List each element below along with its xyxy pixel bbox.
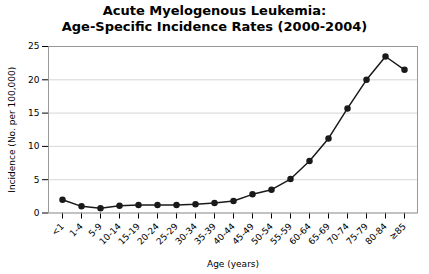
svg-text:1-4: 1-4 [67,221,85,239]
svg-text:70-74: 70-74 [325,220,351,247]
svg-text:10-14: 10-14 [97,220,123,247]
html-text:Acute Myelogenous Leukemia: Ag: Acute Myelogenous Leukemia: Age-Specific… [61,3,368,35]
svg-text:15: 15 [28,107,39,117]
svg-text:Incidence (No. per 100,000): Incidence (No. per 100,000) [7,66,17,192]
svg-text:25: 25 [28,41,39,51]
svg-text:25-29: 25-29 [154,220,180,247]
svg-text:55-59: 55-59 [268,220,294,247]
svg-text:Age (years): Age (years) [207,259,259,269]
svg-text:30-34: 30-34 [173,220,199,247]
svg-text:0: 0 [34,207,40,217]
svg-text:35-39: 35-39 [192,220,218,247]
svg-text:45-49: 45-49 [230,220,256,247]
svg-text:≥85: ≥85 [387,221,408,242]
svg-text:20: 20 [28,74,40,84]
svg-text:5: 5 [34,174,40,184]
svg-text:40-44: 40-44 [211,220,237,247]
svg-text:60-64: 60-64 [287,220,313,247]
svg-text:15-19: 15-19 [116,220,142,247]
svg-text:50-54: 50-54 [249,220,275,247]
svg-text:20-24: 20-24 [135,220,161,247]
svg-text:5-9: 5-9 [86,220,104,239]
svg-text:10: 10 [28,141,40,151]
svg-text:65-69: 65-69 [306,220,332,247]
svg-text:80-84: 80-84 [363,221,389,247]
svg-text:75-79: 75-79 [344,220,370,247]
svg-text:<1: <1 [49,221,65,237]
